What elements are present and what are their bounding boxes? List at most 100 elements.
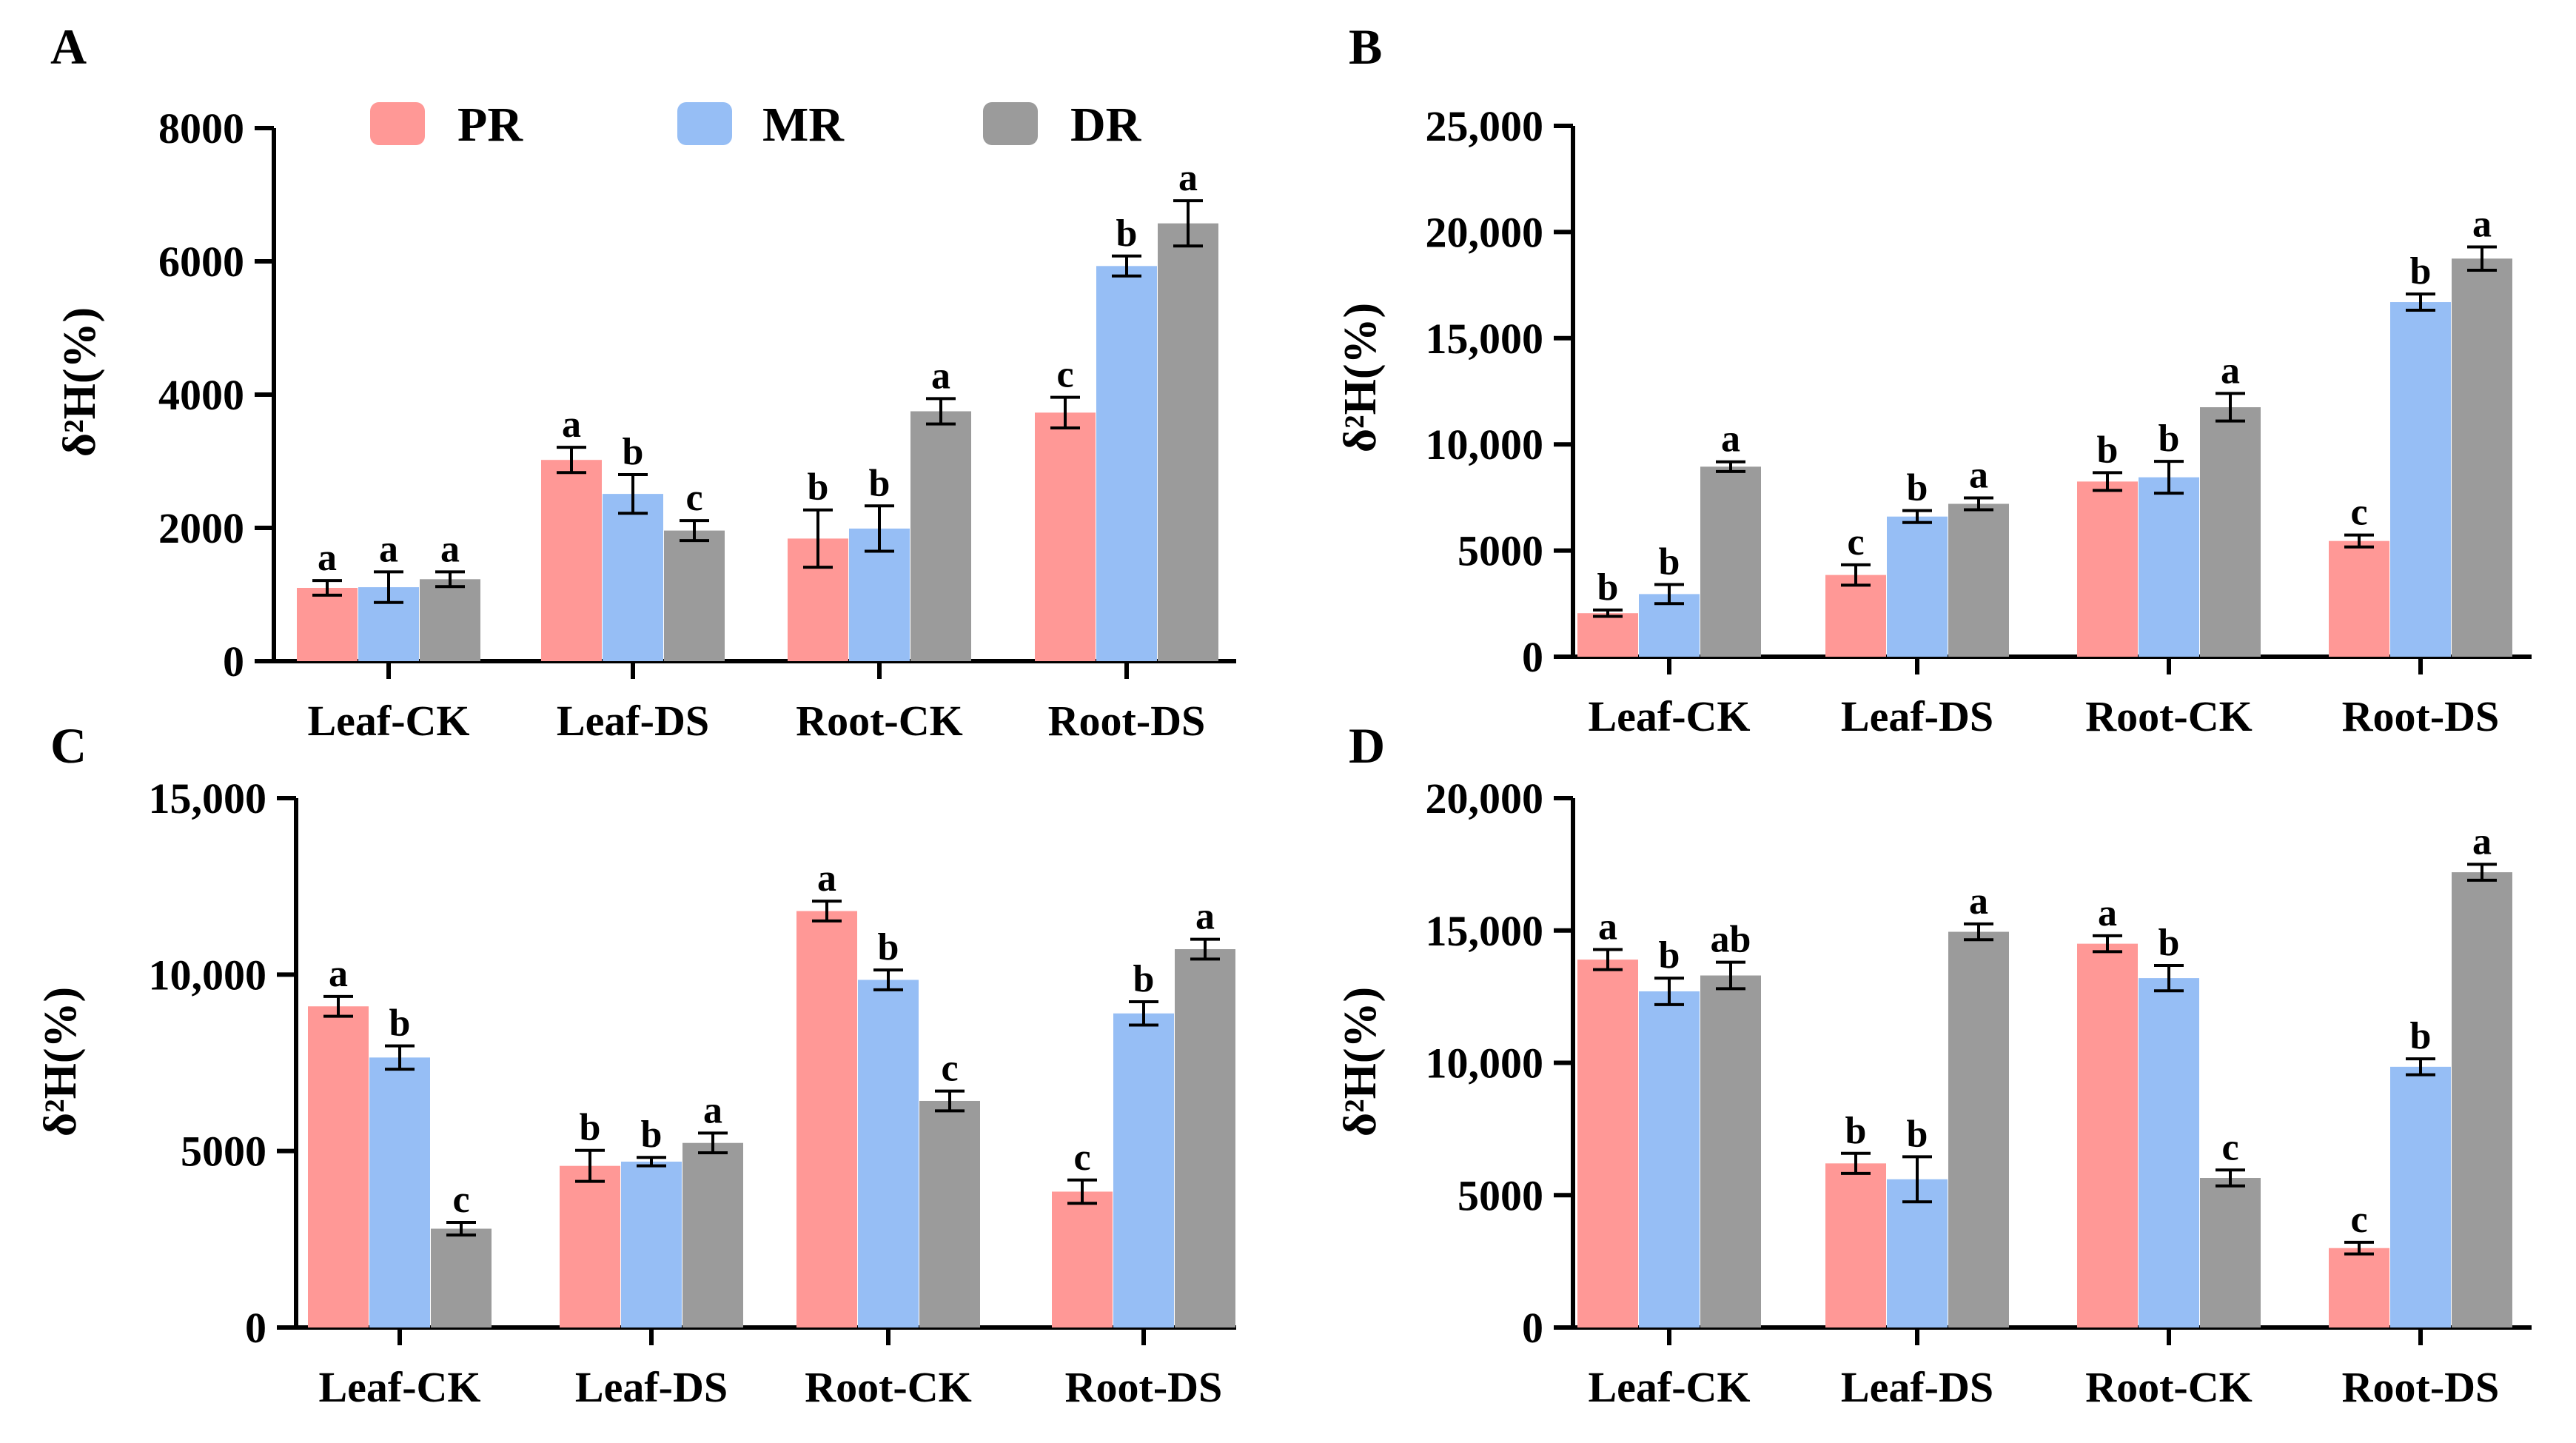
panel-a-bar-dr — [420, 579, 480, 661]
panel-d-bar-pr — [1577, 960, 1638, 1328]
panel-d-bar-dr — [1948, 931, 2009, 1328]
panel-a-y-tick-label: 6000 — [158, 238, 244, 286]
panel-b-y-tick-label: 5000 — [1458, 527, 1543, 575]
panel-c-bar-mr — [369, 1057, 430, 1328]
panel-b-error-bar — [2216, 392, 2245, 423]
panel-c-y-tick-label: 15,000 — [149, 774, 267, 823]
panel-d-significance-label: c — [2221, 1126, 2238, 1168]
panel-c-bar-dr — [1175, 949, 1235, 1328]
panel-a-significance-label: c — [685, 477, 702, 519]
panel-a-significance-label: b — [623, 431, 644, 473]
panel-b-error-bar — [2093, 471, 2122, 492]
panel-d-x-tick-label: Root-DS — [2342, 1363, 2500, 1411]
panel-b-error-bar — [1964, 496, 1993, 512]
panel-c-x-tick-label: Leaf-CK — [318, 1363, 480, 1411]
panel-a-error-bar — [1112, 254, 1141, 278]
panel-a-error-bar — [1173, 199, 1203, 248]
panel-b-x-tick-label: Leaf-CK — [1588, 692, 1750, 740]
panel-d-significance-label: b — [1659, 934, 1680, 977]
panel-d-error-bar — [1902, 1155, 1932, 1204]
panel-a-error-bar — [312, 579, 342, 597]
panel-d-bar-dr — [1700, 975, 1761, 1328]
panel-d-bar-dr — [2452, 872, 2512, 1328]
panel-c-bar-dr — [919, 1100, 980, 1328]
panel-b-significance-label: a — [1969, 454, 1988, 496]
panel-c-significance-label: b — [389, 1002, 411, 1045]
panel-c-significance-label: a — [1195, 896, 1215, 938]
panel-d-bar-mr — [2390, 1066, 2451, 1328]
legend-swatch-pr — [370, 102, 425, 145]
panel-a-bar-pr — [541, 460, 602, 661]
panel-c-error-bar — [1129, 1000, 1158, 1027]
panel-c-significance-label: b — [580, 1107, 601, 1149]
panel-a-y-axis-label: δ²H(%) — [55, 307, 105, 457]
panel-a-significance-label: a — [379, 528, 398, 570]
panel-d: D δ²H(%) 0 5000 10,000 15,000 20,000 Leaf-CK L… — [1335, 717, 2532, 1411]
panel-d-significance-label: c — [2350, 1199, 2367, 1241]
panel-c-significance-label: a — [703, 1089, 722, 1131]
panel-a-bar-mr — [1096, 266, 1157, 661]
panel-c-error-bar — [446, 1220, 476, 1237]
panel-a-x-tick-label: Leaf-CK — [307, 697, 469, 745]
panel-b-significance-label: c — [2350, 492, 2367, 534]
panel-letter-a: A — [50, 19, 87, 75]
panel-c-y-axis-label: δ²H(%) — [36, 987, 86, 1136]
panel-a-significance-label: a — [562, 404, 581, 446]
panel-b-bar-dr — [2200, 407, 2261, 657]
panel-c-significance-label: a — [329, 953, 348, 995]
panel-b-bar-pr — [2077, 481, 2138, 657]
panel-c-error-bar — [1067, 1178, 1097, 1205]
panel-d-significance-label: a — [2472, 820, 2492, 863]
panel-d-x-tick-label: Root-CK — [2085, 1363, 2253, 1411]
panel-c-bar-dr — [431, 1228, 492, 1328]
panel-d-significance-label: b — [2159, 922, 2180, 964]
panel-c-significance-label: c — [941, 1048, 958, 1090]
panel-d-bar-mr — [1639, 991, 1700, 1328]
panel-a-error-bar — [865, 504, 894, 553]
panel-b: B δ²H(%) 0 5000 10,000 15,000 20,000 25,000 Le… — [1335, 19, 2532, 740]
panel-a-error-bar — [680, 519, 709, 543]
panel-c-significance-label: b — [878, 926, 899, 968]
panel-a-axes: 0 2000 4000 6000 8000 Leaf-CK Leaf-DS Root-CK Ro… — [158, 104, 1236, 745]
panel-b-error-bar — [2406, 292, 2435, 312]
panel-d-error-bar — [2093, 934, 2122, 954]
panel-d-bar-pr — [2329, 1248, 2389, 1328]
panel-c-x-tick-label: Leaf-DS — [575, 1363, 728, 1411]
panel-a-error-bar — [926, 397, 956, 426]
panel-d-y-tick-label: 0 — [1522, 1304, 1543, 1352]
panel-b-y-tick-label: 20,000 — [1426, 208, 1544, 256]
panel-d-bar-mr — [2139, 978, 2199, 1328]
panel-b-significance-label: a — [1721, 418, 1740, 461]
legend-label-pr: PR — [457, 98, 523, 152]
panel-c-x-tick-label: Root-DS — [1065, 1363, 1223, 1411]
panel-c-y-tick-label: 0 — [245, 1304, 266, 1352]
panel-c-error-bar — [637, 1156, 666, 1168]
panel-a-significance-label: a — [931, 355, 950, 397]
panel-b-error-bar — [1716, 460, 1745, 473]
panel-d-error-bar — [1593, 948, 1623, 971]
panel-b-error-bar — [2467, 245, 2497, 272]
panel-c-bar-pr — [1052, 1191, 1113, 1328]
panel-c-bar-pr — [796, 911, 857, 1328]
panel-b-significance-label: b — [2410, 250, 2432, 292]
panel-a-error-bar — [618, 473, 648, 515]
panel-c-significance-label: a — [817, 857, 836, 900]
panel-c-axes: 0 5000 10,000 15,000 Leaf-CK Leaf-DS Root-CK Ro… — [149, 774, 1236, 1411]
legend-swatch-dr — [983, 102, 1038, 145]
panel-a-error-bar — [374, 570, 403, 604]
panel-c-bar-pr — [308, 1006, 369, 1328]
panel-c-error-bar — [812, 900, 842, 923]
panel-d-y-tick-label: 15,000 — [1426, 907, 1544, 955]
panel-d-error-bar — [1964, 922, 1993, 942]
panel-b-y-tick-label: 25,000 — [1426, 102, 1544, 150]
panel-b-x-tick-label: Root-CK — [2085, 692, 2253, 740]
panel-letter-c: C — [50, 717, 87, 774]
panel-b-bar-mr — [1887, 516, 1948, 657]
panel-b-significance-label: a — [2221, 349, 2240, 392]
panel-a-significance-label: a — [318, 537, 337, 579]
panel-b-bar-pr — [1577, 613, 1638, 657]
panel-b-error-bar — [2154, 460, 2184, 495]
panel-a-error-bar — [435, 570, 465, 589]
panel-a-error-bar — [803, 508, 833, 569]
